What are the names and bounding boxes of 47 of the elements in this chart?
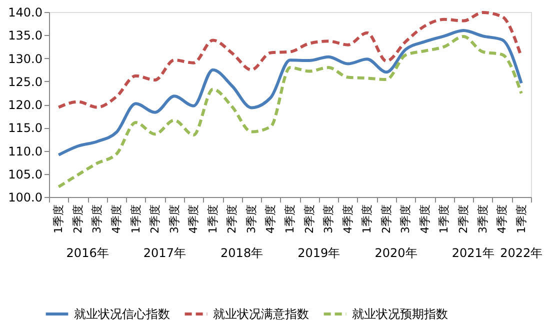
y-tick-label: 140.0 [8,6,42,20]
x-tick-label: 3季度 [399,204,412,234]
y-tick-label: 115.0 [8,121,42,136]
x-tick-label: 3季度 [244,204,258,234]
text: 2019年 [298,246,340,260]
y-tick-label: 120.0 [8,98,42,112]
line-series [57,29,523,156]
text: 2021年 [452,246,494,260]
y-tick-label: 125.0 [8,74,42,89]
legend-label: 就业状况信心指数 [74,307,170,321]
x-tick-label: 1季度 [284,204,296,234]
text: 2022年 [500,246,543,260]
x-tick-label: 1季度 [129,204,142,234]
x-tick-label: 1季度 [438,204,451,234]
x-tick-label: 4季度 [110,204,123,234]
line-series [57,35,523,188]
line-series [57,10,523,109]
y-tick-label: 135.0 [8,28,42,43]
y-tick-label: 100.0 [8,190,42,204]
text: 2018年 [220,246,264,260]
x-tick-label: 1季度 [52,204,66,234]
x-tick-label: 3季度 [168,204,181,234]
x-tick-label: 2季度 [457,204,470,234]
x-tick-label: 4季度 [187,204,200,234]
x-tick-label: 1季度 [206,204,220,234]
x-tick-label: 3季度 [476,204,490,234]
x-tick-label: 2季度 [148,204,162,234]
x-tick-label: 4季度 [341,204,354,234]
x-tick-label: 2季度 [380,204,393,234]
x-tick-label: 2季度 [302,204,316,234]
x-tick-label: 4季度 [418,204,432,234]
x-tick-label: 3季度 [90,204,104,234]
x-tick-label: 1季度 [360,204,374,234]
x-tick-label: 2季度 [226,204,239,234]
text: 2016年 [66,246,109,260]
legend-label: 就业状况预期指数 [352,307,448,321]
y-tick-label: 110.0 [8,144,42,158]
legend-label: 就业状况满意指数 [213,307,309,321]
x-tick-label: 2季度 [71,204,84,234]
y-tick-label: 105.0 [8,167,42,182]
text: 2017年 [143,246,186,260]
x-tick-label: 4季度 [496,204,509,234]
x-tick-label: 4季度 [264,204,278,234]
text: 2020年 [374,246,418,260]
x-tick-label: 3季度 [322,204,336,234]
y-tick-label: 130.0 [8,52,42,66]
x-tick-label: 1季度 [514,204,528,234]
